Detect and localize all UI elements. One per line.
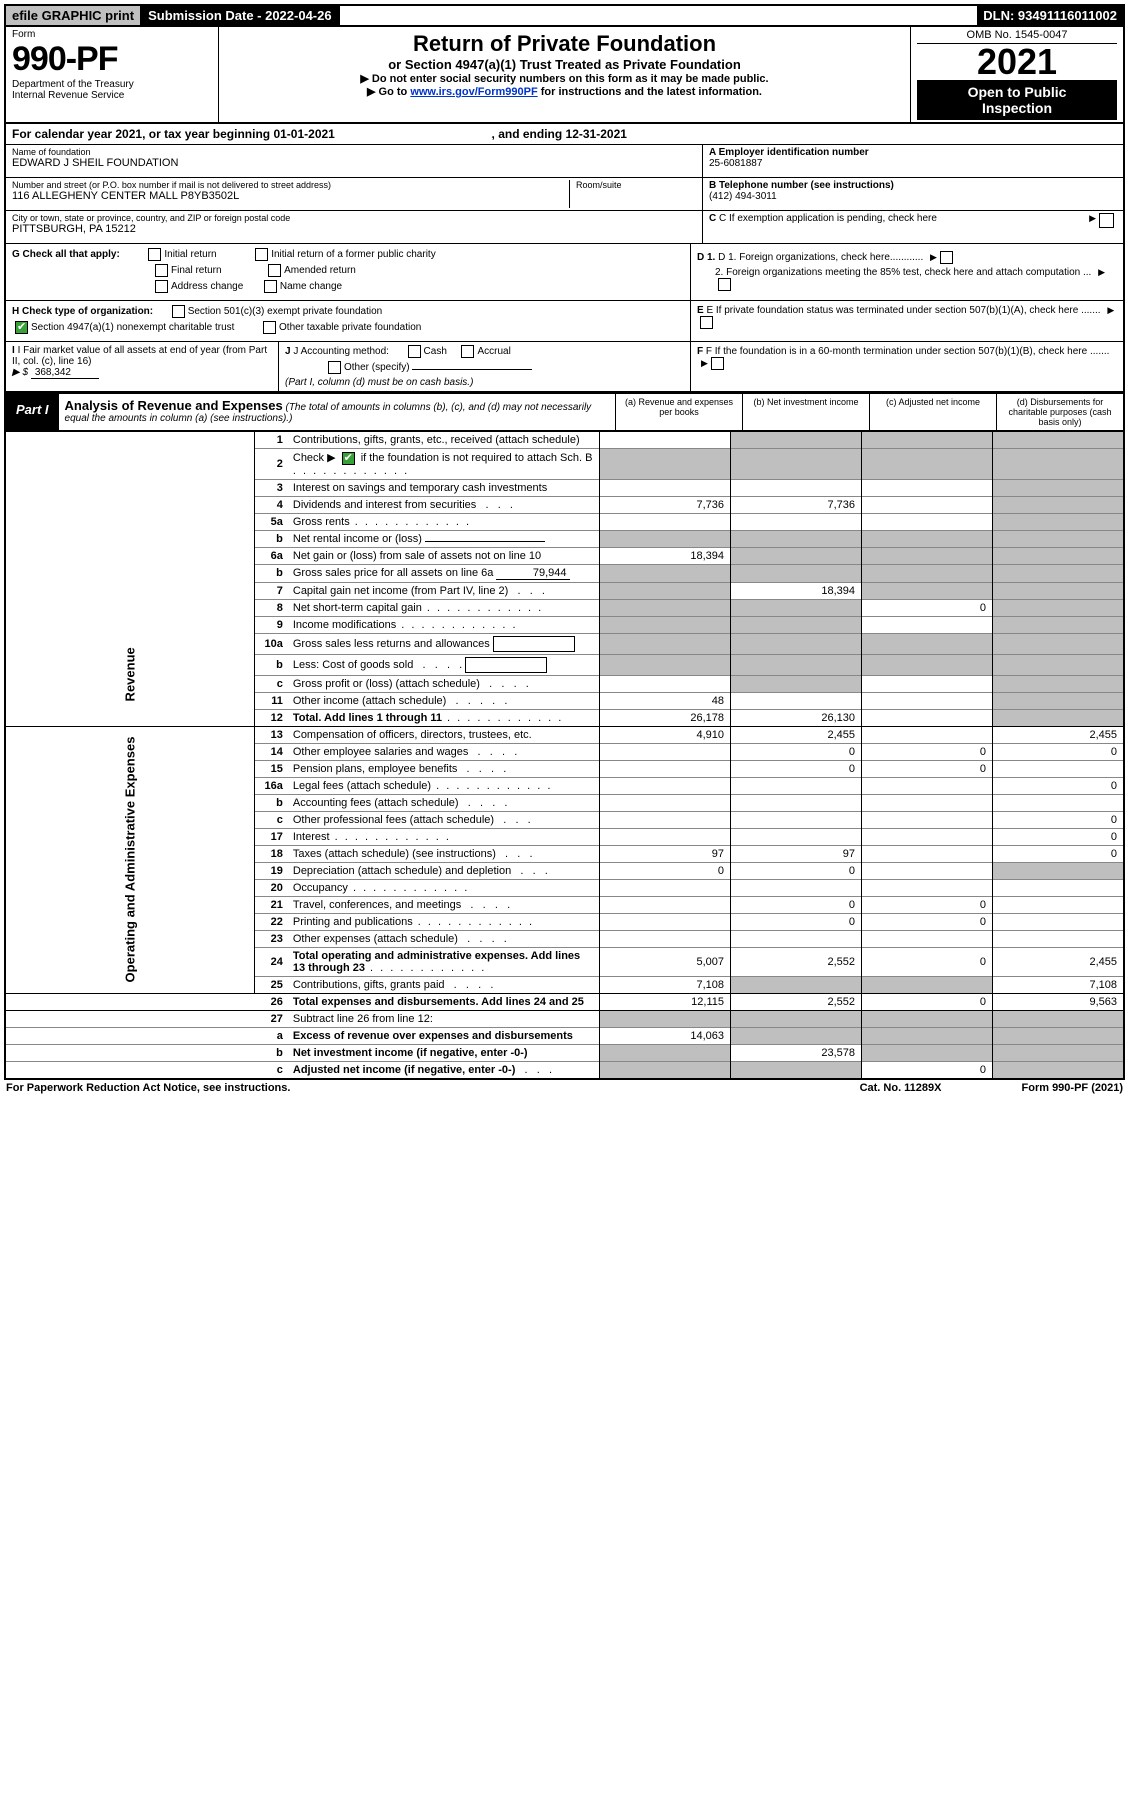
efile-print-label[interactable]: efile GRAPHIC print	[6, 6, 142, 25]
col-a-header: (a) Revenue and expenses per books	[616, 394, 743, 430]
checkbox-other-taxable[interactable]	[263, 321, 276, 334]
street-address: 116 ALLEGHENY CENTER MALL P8YB3502L	[12, 190, 569, 202]
part1-header: Part I Analysis of Revenue and Expenses …	[4, 393, 1125, 432]
expenses-side-label: Operating and Administrative Expenses	[6, 726, 254, 993]
f-check-block: F F If the foundation is in a 60-month t…	[690, 342, 1123, 391]
checkbox-initial-return[interactable]	[148, 248, 161, 261]
city-cell: City or town, state or province, country…	[6, 211, 702, 243]
fmv-value: 368,342	[31, 367, 99, 379]
ij-block: I I Fair market value of all assets at e…	[6, 342, 690, 391]
checkbox-initial-former[interactable]	[255, 248, 268, 261]
foundation-name: EDWARD J SHEIL FOUNDATION	[12, 157, 696, 169]
part1-label: Part I	[6, 394, 59, 430]
ein-value: 25-6081887	[709, 158, 1117, 169]
row-13: Operating and Administrative Expenses 13…	[6, 726, 1123, 743]
paperwork-notice: For Paperwork Reduction Act Notice, see …	[6, 1082, 290, 1094]
checkbox-e[interactable]	[700, 316, 713, 329]
checkbox-d1[interactable]	[940, 251, 953, 264]
row-27: 27Subtract line 26 from line 12:	[6, 1010, 1123, 1027]
instr-line-2: ▶ Go to www.irs.gov/Form990PF for instru…	[227, 85, 902, 98]
row-27c: cAdjusted net income (if negative, enter…	[6, 1061, 1123, 1078]
checkbox-name-change[interactable]	[264, 280, 277, 293]
checkbox-501c3[interactable]	[172, 305, 185, 318]
checkbox-f[interactable]	[711, 357, 724, 370]
dln-label: DLN: 93491116011002	[977, 6, 1123, 25]
city-state-zip: PITTSBURGH, PA 15212	[12, 223, 696, 235]
instr-line-1: ▶ Do not enter social security numbers o…	[227, 72, 902, 85]
g-check-block: G Check all that apply: Initial return I…	[6, 244, 690, 300]
row-1: Revenue 1Contributions, gifts, grants, e…	[6, 432, 1123, 449]
exemption-pending-cell: C C If exemption application is pending,…	[703, 211, 1123, 243]
checkbox-other-method[interactable]	[328, 361, 341, 374]
calendar-year-line: For calendar year 2021, or tax year begi…	[4, 124, 1125, 145]
checkbox-address-change[interactable]	[155, 280, 168, 293]
checkbox-sch-b[interactable]	[342, 452, 355, 465]
checkbox-amended-return[interactable]	[268, 264, 281, 277]
revenue-side-label: Revenue	[6, 432, 254, 726]
checkbox-cash[interactable]	[408, 345, 421, 358]
form-number: 990-PF	[12, 40, 212, 79]
dept-irs: Internal Revenue Service	[12, 90, 212, 101]
form-word: Form	[12, 29, 212, 40]
form-title: Return of Private Foundation	[227, 31, 902, 57]
row-27a: aExcess of revenue over expenses and dis…	[6, 1027, 1123, 1044]
room-suite-label: Room/suite	[576, 180, 696, 190]
checkbox-accrual[interactable]	[461, 345, 474, 358]
row-26: 26Total expenses and disbursements. Add …	[6, 993, 1123, 1010]
check-section-gd: G Check all that apply: Initial return I…	[4, 244, 1125, 301]
form990pf-link[interactable]: www.irs.gov/Form990PF	[410, 86, 537, 98]
i-fmv-block: I I Fair market value of all assets at e…	[6, 342, 279, 391]
address-cell: Number and street (or P.O. box number if…	[6, 178, 702, 211]
col-d-header: (d) Disbursements for charitable purpose…	[997, 394, 1123, 430]
name-of-foundation-cell: Name of foundation EDWARD J SHEIL FOUNDA…	[6, 145, 702, 178]
j-accounting-block: J J Accounting method: Cash Accrual Othe…	[279, 342, 690, 391]
d-check-block: D 1. D 1. Foreign organizations, check h…	[690, 244, 1123, 300]
part1-table: Revenue 1Contributions, gifts, grants, e…	[4, 432, 1125, 1080]
submission-date-label: Submission Date - 2022-04-26	[142, 6, 340, 25]
h-check-block: H Check type of organization: Section 50…	[6, 301, 690, 341]
telephone-cell: B Telephone number (see instructions) (4…	[703, 178, 1123, 211]
form-ref: Form 990-PF (2021)	[1022, 1082, 1124, 1094]
col-b-header: (b) Net investment income	[743, 394, 870, 430]
form-header: Form 990-PF Department of the Treasury I…	[4, 27, 1125, 124]
checkbox-d2[interactable]	[718, 278, 731, 291]
part1-desc: Analysis of Revenue and Expenses (The to…	[59, 394, 616, 430]
checkbox-final-return[interactable]	[155, 264, 168, 277]
top-bar: efile GRAPHIC print Submission Date - 20…	[4, 4, 1125, 27]
open-to-public: Open to PublicInspection	[917, 80, 1117, 120]
j-note: (Part I, column (d) must be on cash basi…	[285, 377, 684, 388]
form-subtitle: or Section 4947(a)(1) Trust Treated as P…	[227, 57, 902, 72]
entity-info-grid: Name of foundation EDWARD J SHEIL FOUNDA…	[4, 145, 1125, 244]
header-left: Form 990-PF Department of the Treasury I…	[6, 27, 219, 122]
telephone-value: (412) 494-3011	[709, 191, 1117, 202]
page-footer: For Paperwork Reduction Act Notice, see …	[4, 1080, 1125, 1096]
tax-year: 2021	[917, 44, 1117, 80]
checkbox-4947a1[interactable]	[15, 321, 28, 334]
dept-treasury: Department of the Treasury	[12, 79, 212, 90]
ein-cell: A Employer identification number 25-6081…	[703, 145, 1123, 178]
header-right: OMB No. 1545-0047 2021 Open to PublicIns…	[911, 27, 1123, 122]
header-mid: Return of Private Foundation or Section …	[219, 27, 911, 122]
check-section-he: H Check type of organization: Section 50…	[4, 301, 1125, 342]
check-section-ijf: I I Fair market value of all assets at e…	[4, 342, 1125, 393]
instr2-post: for instructions and the latest informat…	[538, 86, 762, 98]
checkbox-c[interactable]	[1099, 213, 1114, 228]
row-27b: bNet investment income (if negative, ent…	[6, 1044, 1123, 1061]
catalog-number: Cat. No. 11289X	[860, 1082, 942, 1094]
instr2-pre: ▶ Go to	[367, 86, 410, 98]
col-c-header: (c) Adjusted net income	[870, 394, 997, 430]
e-check-block: E E If private foundation status was ter…	[690, 301, 1123, 341]
